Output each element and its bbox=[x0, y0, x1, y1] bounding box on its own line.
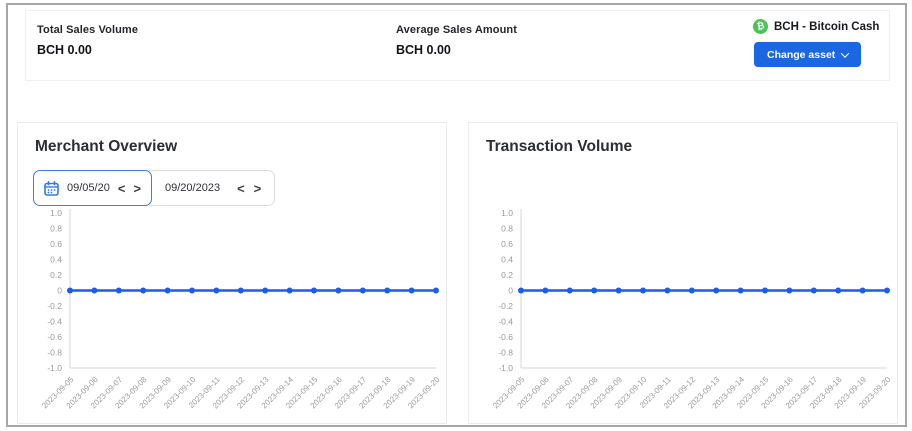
svg-text:-0.8: -0.8 bbox=[47, 347, 62, 357]
end-date-next-button[interactable]: > bbox=[253, 180, 262, 196]
panel-title: Transaction Volume bbox=[486, 138, 633, 155]
svg-text:-0.4: -0.4 bbox=[47, 316, 62, 326]
svg-text:-0.2: -0.2 bbox=[498, 301, 513, 311]
svg-text:1.0: 1.0 bbox=[501, 208, 513, 218]
asset-name-label: BCH - Bitcoin Cash bbox=[774, 20, 880, 33]
stat-total-sales-volume: Total Sales Volume BCH 0.00 bbox=[37, 24, 138, 57]
svg-text:-1.0: -1.0 bbox=[498, 363, 513, 373]
change-asset-button[interactable]: Change asset bbox=[754, 42, 862, 67]
svg-text:-0.6: -0.6 bbox=[47, 332, 62, 342]
start-date-field[interactable]: 09/05/20 < > bbox=[33, 170, 153, 206]
bitcoin-cash-icon: ₿ bbox=[753, 19, 768, 34]
svg-text:-0.4: -0.4 bbox=[498, 316, 513, 326]
date-range-picker: 09/05/20 < > 09/20/2023 < > bbox=[33, 170, 276, 206]
stats-card: Total Sales Volume BCH 0.00 Average Sale… bbox=[25, 10, 890, 81]
stat-average-sales-amount: Average Sales Amount BCH 0.00 bbox=[396, 24, 517, 57]
svg-text:-0.8: -0.8 bbox=[498, 347, 513, 357]
svg-text:-1.0: -1.0 bbox=[47, 363, 62, 373]
end-date-value: 09/20/2023 bbox=[165, 182, 221, 194]
stat-label: Average Sales Amount bbox=[396, 24, 518, 36]
transaction-volume-panel: Transaction Volume 1.0 0.8 0.6 0.4 0.2 0 -0.2 -… bbox=[468, 122, 898, 424]
merchant-overview-chart: 1.00.80.60.40.20-0.2-0.4-0.6-0.8-1.02023… bbox=[40, 208, 442, 411]
svg-text:1.0: 1.0 bbox=[50, 208, 62, 218]
svg-text:0: 0 bbox=[508, 285, 513, 295]
panel-title: Merchant Overview bbox=[35, 138, 178, 155]
current-asset: ₿ BCH - Bitcoin Cash bbox=[753, 19, 879, 34]
stat-value: BCH 0.00 bbox=[37, 43, 92, 57]
end-date-prev-button[interactable]: < bbox=[237, 180, 245, 196]
end-date-field[interactable]: 09/20/2023 < > bbox=[149, 170, 276, 206]
start-date-next-button[interactable]: > bbox=[133, 180, 142, 196]
stat-value: BCH 0.00 bbox=[396, 43, 451, 57]
svg-text:0.6: 0.6 bbox=[50, 239, 62, 249]
svg-text:0.4: 0.4 bbox=[501, 254, 513, 264]
change-asset-label: Change asset bbox=[767, 48, 836, 61]
transaction-volume-chart: 1.00.80.60.40.20-0.2-0.4-0.6-0.8-1.02023… bbox=[491, 208, 893, 411]
svg-text:0.8: 0.8 bbox=[501, 223, 513, 233]
asset-selector: ₿ BCH - Bitcoin Cash Change asset bbox=[753, 19, 879, 67]
merchant-overview-panel: Merchant Overview 09/05/20 < > 09/20/202… bbox=[17, 122, 447, 424]
chevron-down-icon bbox=[841, 48, 850, 58]
stat-label: Total Sales Volume bbox=[37, 24, 139, 36]
svg-text:0.6: 0.6 bbox=[501, 239, 513, 249]
svg-text:0.8: 0.8 bbox=[50, 223, 62, 233]
svg-text:-0.6: -0.6 bbox=[498, 332, 513, 342]
calendar-icon[interactable] bbox=[44, 180, 59, 196]
bitcoin-glyph: ₿ bbox=[755, 20, 766, 33]
svg-text:0.4: 0.4 bbox=[50, 254, 62, 264]
svg-text:0.2: 0.2 bbox=[50, 270, 62, 280]
svg-text:0.2: 0.2 bbox=[501, 270, 513, 280]
start-date-value: 09/05/20 bbox=[67, 182, 110, 194]
start-date-prev-button[interactable]: < bbox=[117, 180, 126, 196]
svg-text:-0.2: -0.2 bbox=[47, 301, 62, 311]
svg-text:0: 0 bbox=[57, 285, 62, 295]
